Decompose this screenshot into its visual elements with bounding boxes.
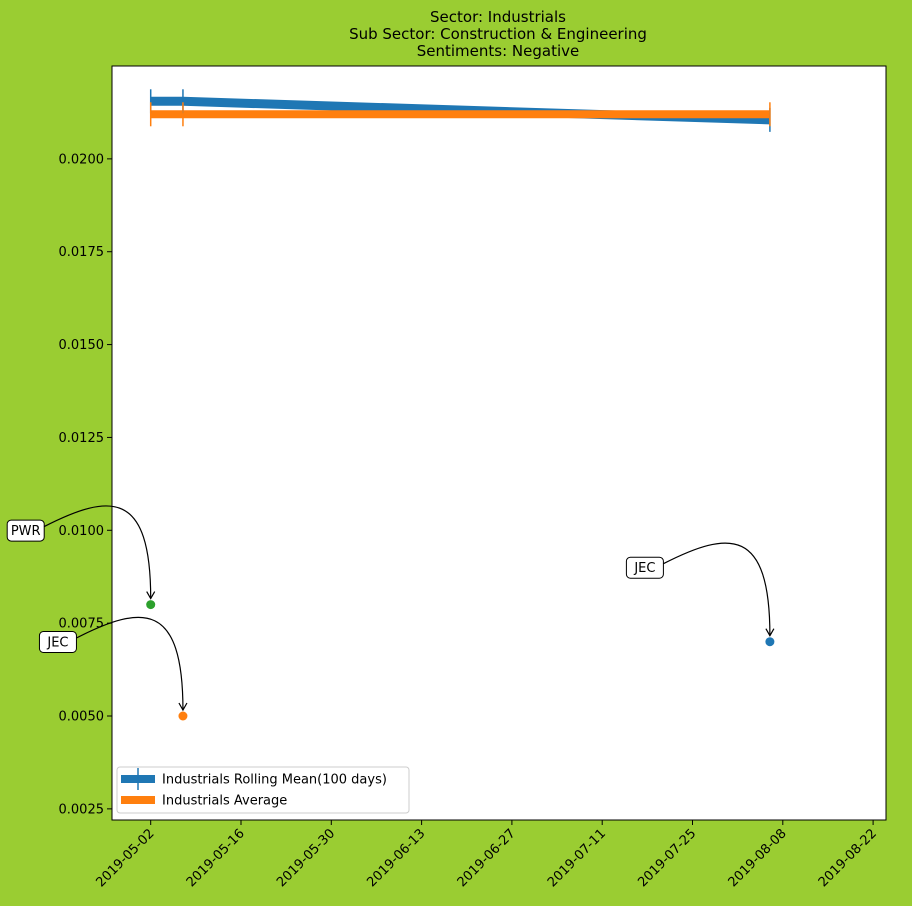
y-axis: 0.0025 0.0050 0.0075 0.0100 0.0125 0.0150 0.01… <box>59 152 112 817</box>
legend: Industrials Rolling Mean(100 days) Indust… <box>116 766 410 814</box>
x-tick-label: 2019-07-11 <box>545 826 609 890</box>
y-tick-label: 0.0075 <box>59 617 105 632</box>
y-tick-label: 0.0175 <box>59 245 105 260</box>
x-axis: 2019-05-02 2019-05-16 2019-05-30 2019-06-13… <box>93 820 880 890</box>
x-tick-label: 2019-06-13 <box>364 826 428 890</box>
annotation-arrow <box>43 505 156 600</box>
y-tick-label: 0.0200 <box>59 152 105 167</box>
y-tick-label: 0.0100 <box>59 524 105 539</box>
x-tick-label: 2019-08-08 <box>726 826 790 890</box>
x-tick-label: 2019-05-16 <box>184 826 248 890</box>
legend-label: Industrials Rolling Mean(100 days) <box>162 773 387 788</box>
annotation-box <box>6 519 45 542</box>
data-point <box>178 711 188 721</box>
plot-frame <box>111 65 887 821</box>
data-point <box>146 600 156 610</box>
chart-title: Sector: Industrials Sub Sector: Construc… <box>349 8 647 60</box>
title-line: Sub Sector: Construction & Engineering <box>349 25 647 43</box>
x-tick-label: 2019-06-27 <box>455 826 519 890</box>
x-tick-label: 2019-05-02 <box>93 826 157 890</box>
annotation-label: PWR <box>11 524 41 539</box>
y-tick-label: 0.0125 <box>59 431 105 446</box>
annotation-arrow <box>76 616 188 712</box>
legend-label: Industrials Average <box>162 794 287 809</box>
y-tick-label: 0.0050 <box>59 710 105 725</box>
points-layer <box>146 600 775 721</box>
x-tick-label: 2019-07-25 <box>635 826 699 890</box>
annotation-box <box>625 556 664 579</box>
plot-area <box>112 66 886 820</box>
annotation-box <box>38 631 77 653</box>
annotation-arrow <box>663 542 775 637</box>
legend-box <box>116 766 410 814</box>
series-layer <box>149 89 771 132</box>
y-tick-label: 0.0025 <box>59 802 105 817</box>
title-line: Sector: Industrials <box>430 8 566 26</box>
x-tick-label: 2019-05-30 <box>274 826 338 890</box>
title-line: Sentiments: Negative <box>417 42 580 60</box>
annotations-layer: PWR JEC JEC <box>6 505 775 712</box>
annotation-label: JEC <box>46 636 68 651</box>
data-point <box>765 637 775 647</box>
x-tick-label: 2019-08-22 <box>816 826 880 890</box>
y-tick-label: 0.0150 <box>59 338 105 353</box>
annotation-label: JEC <box>633 561 655 576</box>
